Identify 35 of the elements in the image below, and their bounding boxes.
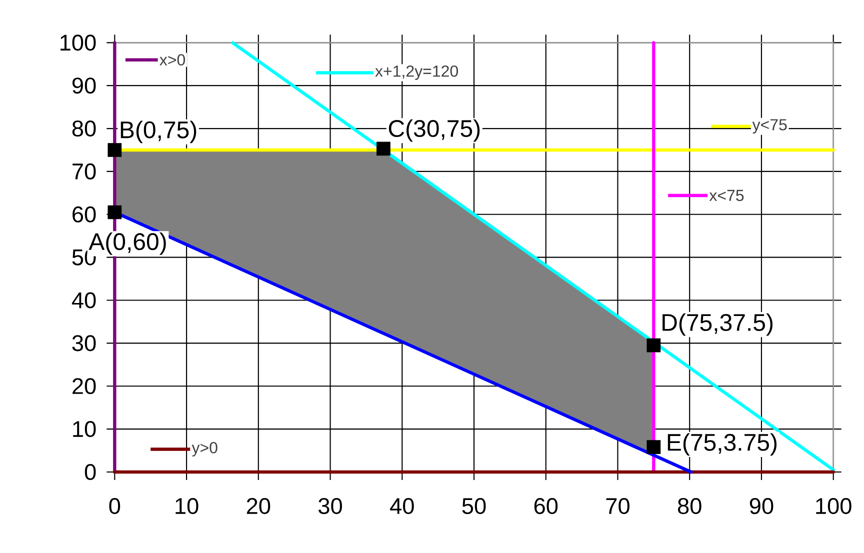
y-tick-label: 40 bbox=[72, 292, 96, 308]
y-tick-label: 90 bbox=[72, 77, 96, 94]
y-tick-label: 10 bbox=[73, 420, 96, 437]
x-tick-label: 0 bbox=[109, 498, 120, 514]
x-tick-label: 80 bbox=[678, 498, 702, 514]
annotation: B(0,75) bbox=[120, 120, 196, 143]
y-tick-label: 80 bbox=[72, 120, 96, 136]
x-tick-label: 50 bbox=[462, 498, 486, 514]
annotation: E(75,3.75) bbox=[668, 433, 777, 456]
point bbox=[646, 338, 661, 352]
legend-label: y>0 bbox=[192, 442, 218, 456]
annotation: D(75,37.5) bbox=[662, 313, 772, 336]
point bbox=[646, 440, 661, 454]
y-tick-label: 60 bbox=[72, 206, 96, 222]
legend-label: x>0 bbox=[160, 54, 186, 66]
y-tick-label: 30 bbox=[72, 335, 96, 352]
point bbox=[108, 142, 122, 157]
y-tick-label: 100 bbox=[60, 34, 96, 51]
x-tick-label: 30 bbox=[318, 498, 342, 514]
x-tick-label: 20 bbox=[246, 498, 270, 514]
x-tick-label: 100 bbox=[816, 498, 852, 514]
legend-label: y<75 bbox=[752, 119, 787, 134]
point bbox=[108, 205, 122, 220]
x-tick-label: 90 bbox=[750, 498, 774, 514]
x-tick-label: 70 bbox=[606, 498, 630, 514]
y-tick-label: 70 bbox=[72, 163, 96, 180]
x-tick-label: 60 bbox=[534, 498, 558, 514]
x-tick-label: 40 bbox=[390, 498, 414, 514]
x-tick-label: 10 bbox=[176, 498, 198, 514]
legend-label: x+1,2y=120 bbox=[375, 65, 458, 80]
point bbox=[376, 142, 390, 156]
legend-label: x<75 bbox=[709, 190, 744, 201]
annotation: C(30,75) bbox=[388, 119, 480, 142]
y-tick-label: 0 bbox=[84, 464, 96, 480]
y-tick-label: 20 bbox=[72, 378, 96, 394]
